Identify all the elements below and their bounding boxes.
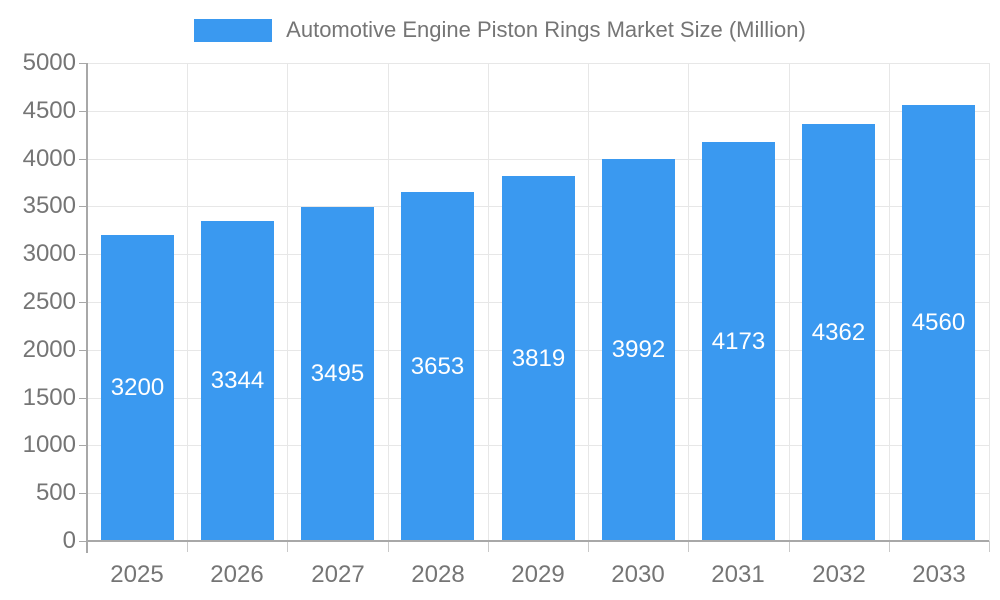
y-tick-mark	[79, 350, 87, 351]
y-tick-label: 4500	[22, 97, 76, 124]
y-tick-label: 1500	[22, 384, 76, 411]
bar-value-label: 3200	[110, 374, 165, 401]
x-axis-line	[87, 540, 989, 542]
chart-legend[interactable]: Automotive Engine Piston Rings Market Si…	[0, 18, 1000, 42]
x-tick-mark	[388, 541, 389, 552]
bar-value-label: 3819	[511, 344, 566, 372]
x-tick-label: 2030	[611, 561, 665, 588]
y-tick-mark	[79, 111, 87, 112]
x-tick-label: 2033	[912, 561, 966, 588]
y-tick-label: 2000	[22, 336, 76, 363]
h-gridline	[87, 63, 989, 64]
v-gridline	[488, 63, 489, 541]
y-tick-mark	[79, 63, 87, 64]
bar[interactable]: 3819	[502, 176, 575, 541]
h-gridline	[87, 111, 989, 112]
y-tick-label: 0	[62, 527, 76, 554]
v-gridline	[789, 63, 790, 541]
bar[interactable]: 3653	[401, 192, 474, 541]
x-tick-mark	[187, 541, 188, 552]
x-tick-mark	[588, 541, 589, 552]
y-tick-label: 5000	[22, 49, 76, 76]
v-gridline	[688, 63, 689, 541]
v-gridline	[889, 63, 890, 541]
bar[interactable]: 4173	[702, 142, 775, 541]
bar[interactable]: 4362	[802, 124, 875, 541]
v-gridline	[989, 63, 990, 541]
y-tick-mark	[79, 254, 87, 255]
y-tick-label: 500	[35, 479, 76, 506]
x-tick-mark	[889, 541, 890, 552]
bar-value-label: 4362	[811, 318, 866, 346]
y-tick-mark	[79, 445, 87, 446]
v-gridline	[287, 63, 288, 541]
x-tick-label: 2032	[812, 561, 866, 588]
x-tick-label: 2025	[110, 561, 164, 588]
x-tick-mark	[789, 541, 790, 552]
bar-value-label: 3495	[310, 360, 365, 387]
bar-value-label: 4173	[711, 327, 766, 355]
v-gridline	[588, 63, 589, 541]
y-tick-mark	[79, 159, 87, 160]
bar[interactable]: 3200	[101, 235, 174, 541]
legend-label: Automotive Engine Piston Rings Market Si…	[286, 17, 806, 42]
bar[interactable]: 4560	[902, 105, 975, 541]
y-tick-label: 2500	[22, 288, 76, 315]
y-tick-mark	[79, 398, 87, 399]
bar[interactable]: 3992	[602, 159, 675, 541]
y-tick-label: 4000	[22, 145, 76, 172]
bar-value-label: 3344	[210, 367, 265, 394]
x-tick-label: 2031	[711, 561, 765, 588]
bar-value-label: 4560	[911, 309, 966, 336]
x-tick-mark	[287, 541, 288, 552]
x-tick-mark	[488, 541, 489, 552]
v-gridline	[187, 63, 188, 541]
legend-swatch	[194, 18, 273, 42]
bar-value-label: 3992	[611, 336, 666, 363]
x-tick-label: 2027	[311, 561, 365, 588]
v-gridline	[388, 63, 389, 541]
bar[interactable]: 3495	[301, 207, 374, 541]
x-tick-label: 2026	[210, 561, 264, 588]
y-tick-mark	[79, 493, 87, 494]
bar[interactable]: 3344	[201, 221, 274, 541]
y-tick-label: 3000	[22, 240, 76, 267]
y-axis-line	[86, 63, 88, 553]
y-tick-label: 1000	[22, 431, 76, 458]
bar-value-label: 3653	[410, 352, 465, 380]
x-tick-label: 2028	[411, 561, 465, 588]
x-tick-label: 2029	[511, 561, 565, 588]
x-tick-mark	[688, 541, 689, 552]
y-tick-label: 3500	[22, 192, 76, 219]
y-tick-mark	[79, 541, 87, 542]
x-tick-mark	[989, 541, 990, 552]
y-tick-mark	[79, 206, 87, 207]
plot-area: 3200 3344 3495 3653 3819 3992 4173 4362 4560	[87, 63, 990, 541]
y-tick-mark	[79, 302, 87, 303]
